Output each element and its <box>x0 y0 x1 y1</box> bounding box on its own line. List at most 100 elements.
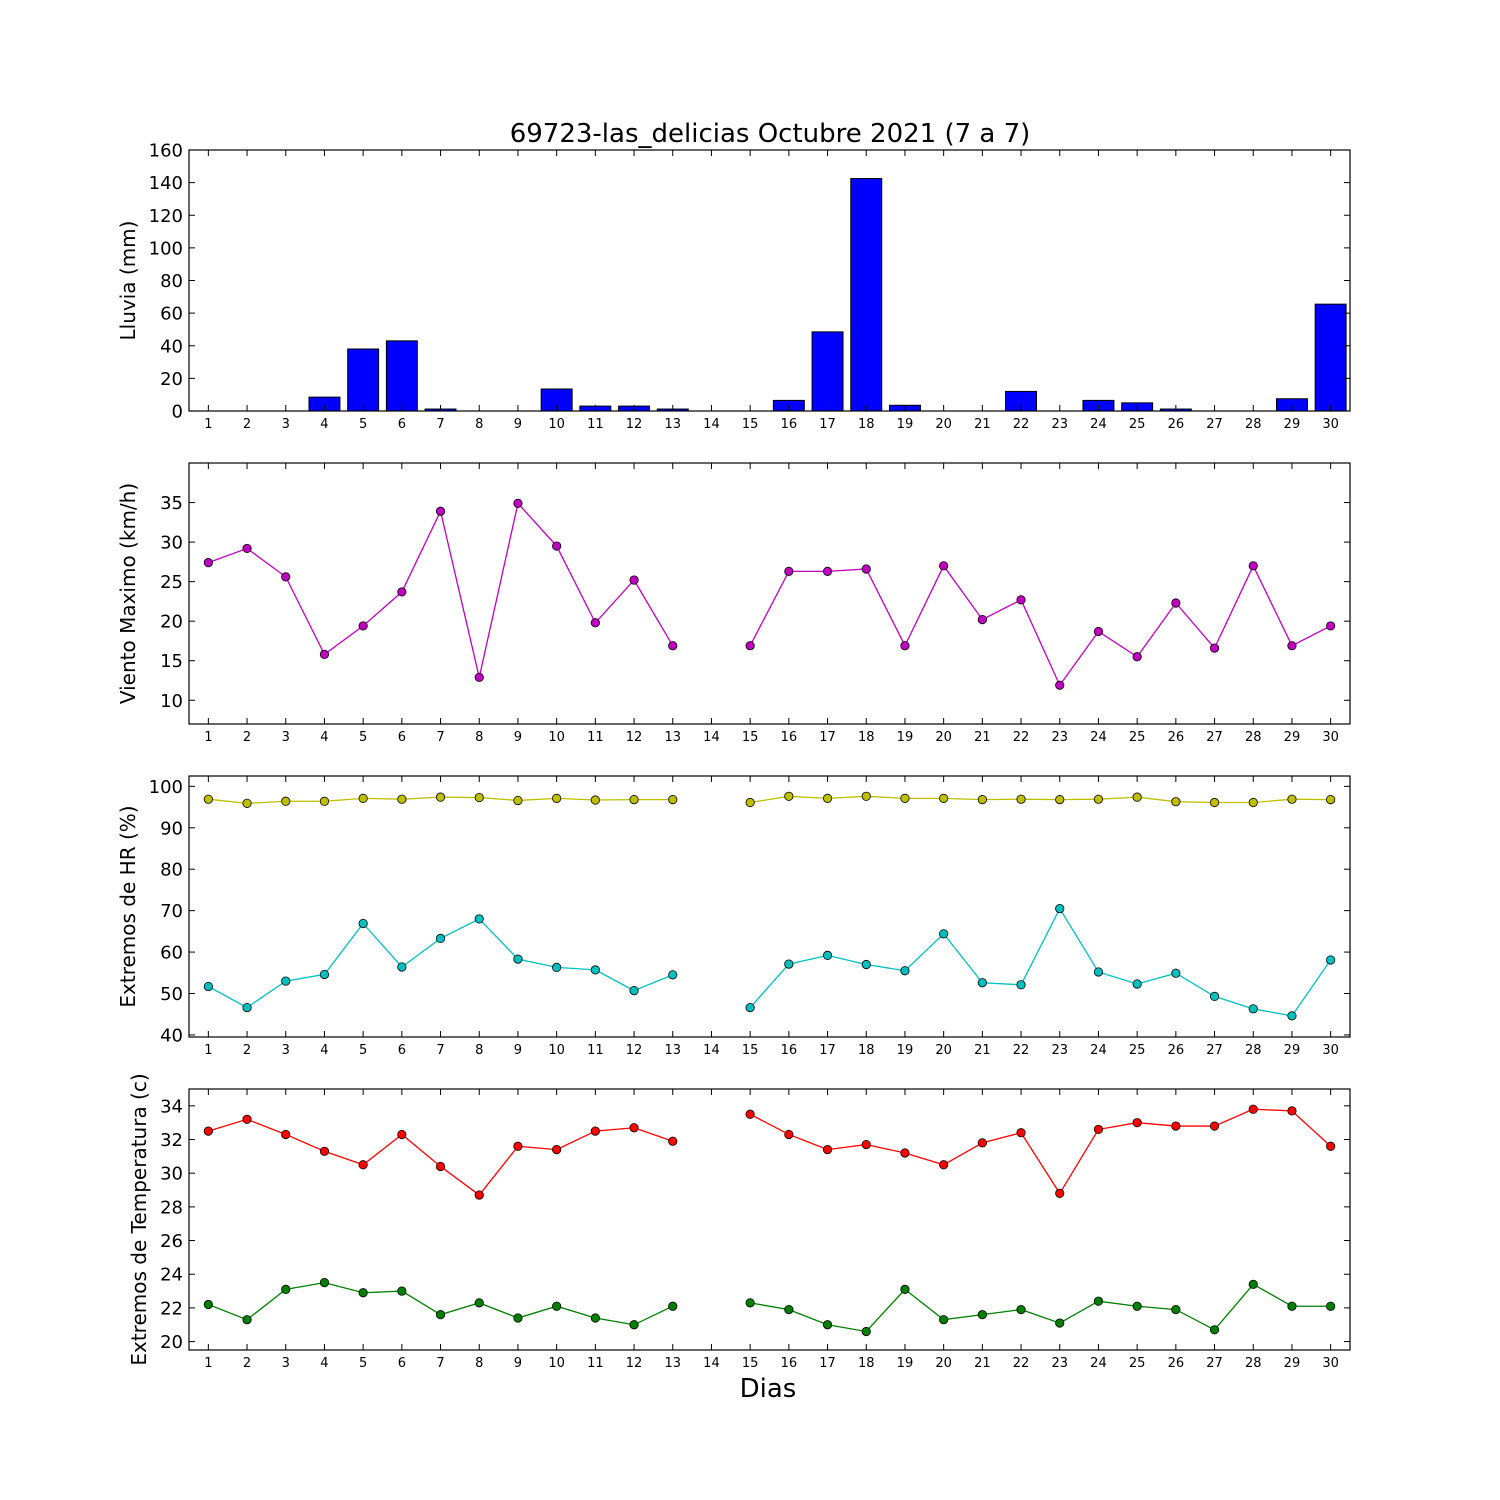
data-point <box>668 641 678 651</box>
x-tick-label: 3 <box>282 1356 290 1371</box>
x-tick-label: 12 <box>626 730 643 745</box>
data-point <box>900 966 910 976</box>
data-point <box>242 798 252 808</box>
data-point <box>242 1114 252 1124</box>
data-point <box>242 1315 252 1325</box>
y-tick-label: 40 <box>160 336 183 357</box>
x-tick-label: 2 <box>243 730 251 745</box>
data-point <box>397 794 407 804</box>
data-point <box>629 575 639 585</box>
data-point <box>784 791 794 801</box>
y-tick-label: 30 <box>160 533 183 554</box>
data-point <box>1326 795 1336 805</box>
data-point <box>281 1284 291 1294</box>
data-point <box>474 914 484 924</box>
series-line-1 <box>208 501 1331 687</box>
data-point <box>861 564 871 574</box>
x-tick-label: 6 <box>398 1043 406 1058</box>
x-tick-label: 27 <box>1206 730 1223 745</box>
x-tick-label: 12 <box>626 417 643 432</box>
x-tick-label: 9 <box>514 730 522 745</box>
x-tick-label: 25 <box>1129 1043 1146 1058</box>
series-line-2 <box>208 1281 1331 1333</box>
y-tick-label: 30 <box>160 1164 183 1185</box>
axes-frame <box>188 775 1351 1038</box>
x-tick-label: 7 <box>436 417 444 432</box>
axes-frame <box>188 1088 1351 1351</box>
y-tick-label: 32 <box>160 1130 183 1151</box>
data-point <box>1209 797 1220 808</box>
x-tick-label: 26 <box>1168 1043 1185 1058</box>
data-point <box>590 1126 600 1136</box>
series-line-1 <box>208 795 1331 804</box>
y-tick-label: 35 <box>160 493 183 514</box>
plot-area <box>203 498 1336 690</box>
x-tick-label: 5 <box>359 1043 367 1058</box>
data-point <box>281 796 291 806</box>
x-tick-label: 7 <box>436 1043 444 1058</box>
x-tick-label: 27 <box>1206 1043 1223 1058</box>
data-point <box>977 1138 987 1148</box>
x-tick-label: 19 <box>897 1043 914 1058</box>
data-point <box>822 1145 833 1155</box>
x-tick-label: 29 <box>1284 1043 1301 1058</box>
y-tick-label: 22 <box>160 1298 183 1319</box>
plot-area <box>203 791 1336 1021</box>
x-tick-label: 5 <box>359 1356 367 1371</box>
x-tick-label: 15 <box>742 1043 759 1058</box>
y-tick-label: 100 <box>149 777 183 798</box>
data-point <box>745 1298 755 1308</box>
y-tick-label: 160 <box>149 141 183 162</box>
data-point <box>1209 1121 1220 1131</box>
x-tick-label: 27 <box>1206 1356 1223 1371</box>
data-point <box>1055 903 1065 914</box>
x-tick-label: 24 <box>1090 1356 1107 1371</box>
x-tick-label: 6 <box>398 1356 406 1371</box>
data-point <box>939 561 949 571</box>
data-point <box>1132 792 1142 802</box>
plot-area <box>203 1104 1336 1337</box>
x-tick-label: 9 <box>514 1043 522 1058</box>
x-tick-label: 10 <box>548 730 565 745</box>
x-tick-label: 6 <box>398 417 406 432</box>
y-axis-label: Extremos de Temperatura (c) <box>127 1073 151 1365</box>
y-tick-label: 60 <box>160 943 183 964</box>
data-point <box>1171 598 1181 608</box>
x-tick-label: 11 <box>587 417 604 432</box>
data-point <box>1287 1301 1297 1311</box>
x-tick-label: 19 <box>897 417 914 432</box>
series-line-1 <box>208 1108 1332 1196</box>
plot-area <box>308 178 1347 411</box>
x-tick-label: 1 <box>204 1356 212 1371</box>
data-point <box>1248 561 1258 571</box>
data-point <box>1055 1188 1065 1199</box>
x-tick-label: 28 <box>1245 730 1262 745</box>
x-tick-label: 19 <box>897 1356 914 1371</box>
data-point <box>319 1146 330 1156</box>
bar-5 <box>347 348 380 411</box>
data-point <box>1209 991 1220 1002</box>
x-tick-label: 17 <box>819 730 836 745</box>
data-point <box>474 792 484 803</box>
x-tick-label: 21 <box>974 1043 991 1058</box>
data-point <box>397 1286 407 1296</box>
y-tick-label: 90 <box>160 818 183 839</box>
x-tick-label: 22 <box>1013 417 1030 432</box>
x-tick-label: 15 <box>742 730 759 745</box>
data-point <box>1248 797 1258 808</box>
data-point <box>319 649 330 660</box>
data-point <box>900 1148 910 1158</box>
bar-29 <box>1275 398 1308 411</box>
x-tick-label: 30 <box>1322 730 1339 745</box>
data-point <box>1326 1141 1336 1151</box>
x-tick-label: 25 <box>1129 417 1146 432</box>
data-point <box>203 981 213 992</box>
data-point <box>242 543 252 554</box>
x-tick-label: 18 <box>858 1356 875 1371</box>
data-point <box>1016 595 1026 605</box>
data-point <box>1016 1128 1026 1138</box>
y-axis-label: Lluvia (mm) <box>116 221 140 341</box>
data-point <box>435 1161 446 1172</box>
x-tick-label: 14 <box>703 417 720 432</box>
